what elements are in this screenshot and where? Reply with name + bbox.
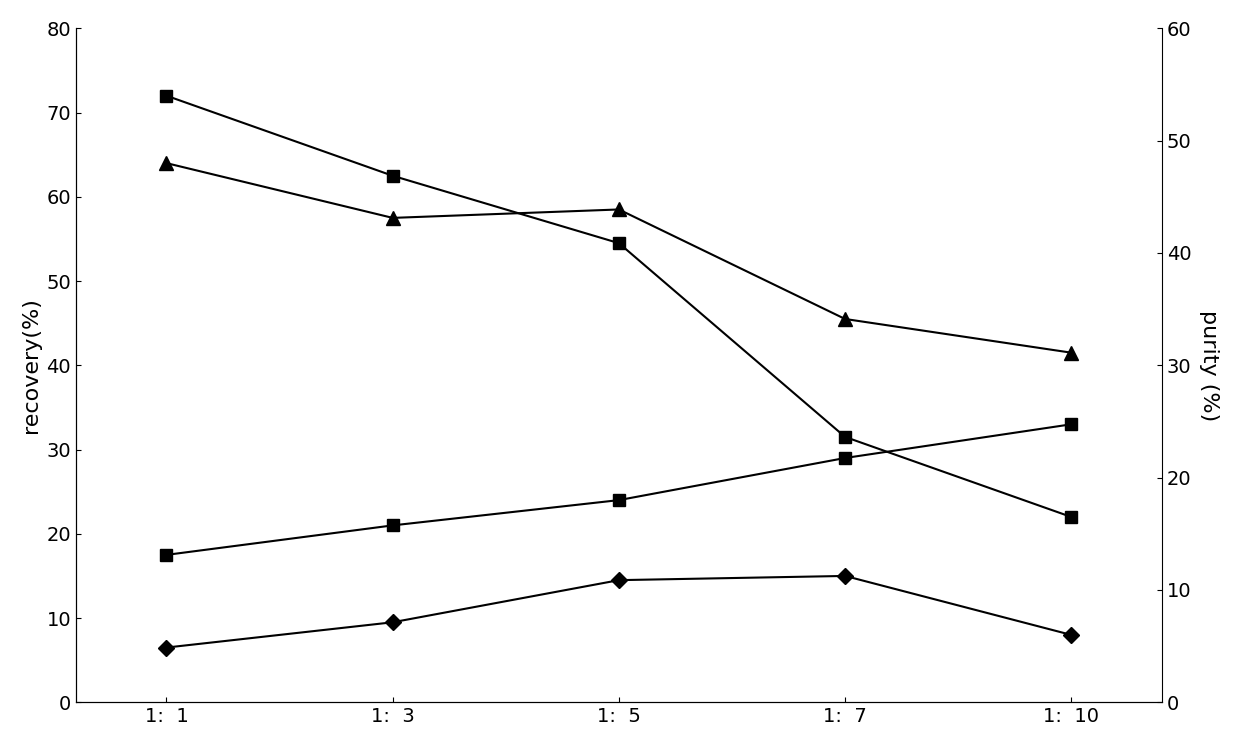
Y-axis label: recovery(%): recovery(%) (21, 297, 41, 433)
Y-axis label: purity (%): purity (%) (1199, 310, 1219, 421)
